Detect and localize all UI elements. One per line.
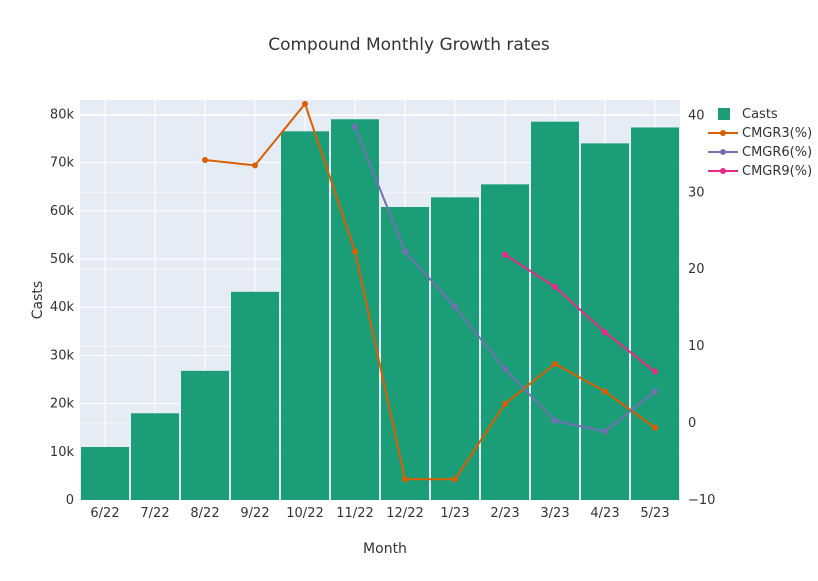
legend-swatch [718,108,730,120]
legend-item[interactable]: CMGR3(%) [708,126,812,141]
series-line [204,101,656,481]
x-tick-label: 11/22 [336,506,373,521]
y-tick-label: 70k [50,156,75,171]
series-point [552,283,558,290]
y2-tick-label: 0 [688,416,696,431]
y2-tick-label: 20 [688,262,705,277]
x-tick-label: 9/22 [240,506,269,521]
legend: Casts CMGR3(%) CMGR6(%) CMGR9(%) [708,107,812,179]
x-tick-label: 7/22 [140,506,169,521]
series-point [602,388,608,395]
x-tick-label: 8/22 [190,506,219,521]
bar [581,143,629,501]
bar [281,131,329,500]
y-tick-label: 80k [50,107,75,122]
x-tick-label: 2/23 [490,506,519,521]
y2-tick-label: 40 [688,108,705,123]
bar [631,127,679,500]
plot-background [80,100,680,500]
legend-item[interactable]: CMGR9(%) [708,164,812,179]
legend-item[interactable]: CMGR6(%) [708,145,812,160]
x-axis-title: Month [363,541,407,557]
series-point [352,123,358,130]
bars [81,119,679,501]
legend-label: CMGR3(%) [742,126,812,141]
legend-marker [720,168,726,174]
y-tick-label: 30k [50,348,75,363]
bar [331,119,379,501]
series-point [352,248,358,255]
legend-item[interactable]: Casts [718,107,778,122]
series-line [504,253,656,373]
bar [231,291,279,500]
series-point [452,303,458,310]
series-point [202,157,208,163]
legend-label: Casts [742,107,778,122]
y2-axis-ticks: −10 0 10 20 30 40 [688,108,715,508]
legend-label: CMGR6(%) [742,145,812,160]
series-point [302,100,308,107]
y-tick-label: 60k [50,204,75,219]
x-tick-label: 10/22 [286,506,323,521]
y2-tick-label: 10 [688,339,705,354]
y-tick-label: 0 [66,493,74,508]
bar [381,206,429,500]
chart-title: Compound Monthly Growth rates [268,35,550,55]
x-tick-label: 12/22 [386,506,423,521]
legend-label: CMGR9(%) [742,164,812,179]
x-axis-ticks: 6/22 7/22 8/22 9/22 10/22 11/22 12/22 1/23 2/23 3… [90,506,669,521]
series-point [552,360,558,367]
series-point [502,251,508,258]
x-tick-label: 1/23 [440,506,469,521]
series-point [652,424,658,431]
x-tick-label: 4/23 [590,506,619,521]
series-point [452,476,458,483]
series-point [402,476,408,483]
series-point [502,366,508,373]
y-tick-label: 50k [50,252,75,267]
legend-marker [720,149,726,155]
series-point [252,162,258,169]
series-point [402,248,408,255]
y-tick-label: 40k [50,300,75,315]
bar [181,370,229,500]
x-tick-label: 5/23 [640,506,669,521]
bar [481,184,529,501]
y-tick-label: 10k [50,445,75,460]
series-point [652,368,658,375]
y-axis-title: Casts [30,281,46,319]
lines [202,100,658,483]
bar [81,446,129,500]
x-tick-label: 6/22 [90,506,119,521]
bar [131,413,179,500]
legend-marker [720,130,726,136]
series-point [602,428,608,435]
series-point [652,388,658,395]
x-tick-label: 3/23 [540,506,569,521]
y2-tick-label: −10 [688,493,715,508]
bar [431,197,479,500]
y-axis-ticks: 0 10k 20k 30k 40k 50k 60k 70k 80k [50,107,75,508]
series-point [602,329,608,336]
y2-tick-label: 30 [688,185,705,200]
bar [531,121,579,501]
y-tick-label: 20k [50,397,75,412]
series-point [502,400,508,407]
series-point [552,417,558,424]
